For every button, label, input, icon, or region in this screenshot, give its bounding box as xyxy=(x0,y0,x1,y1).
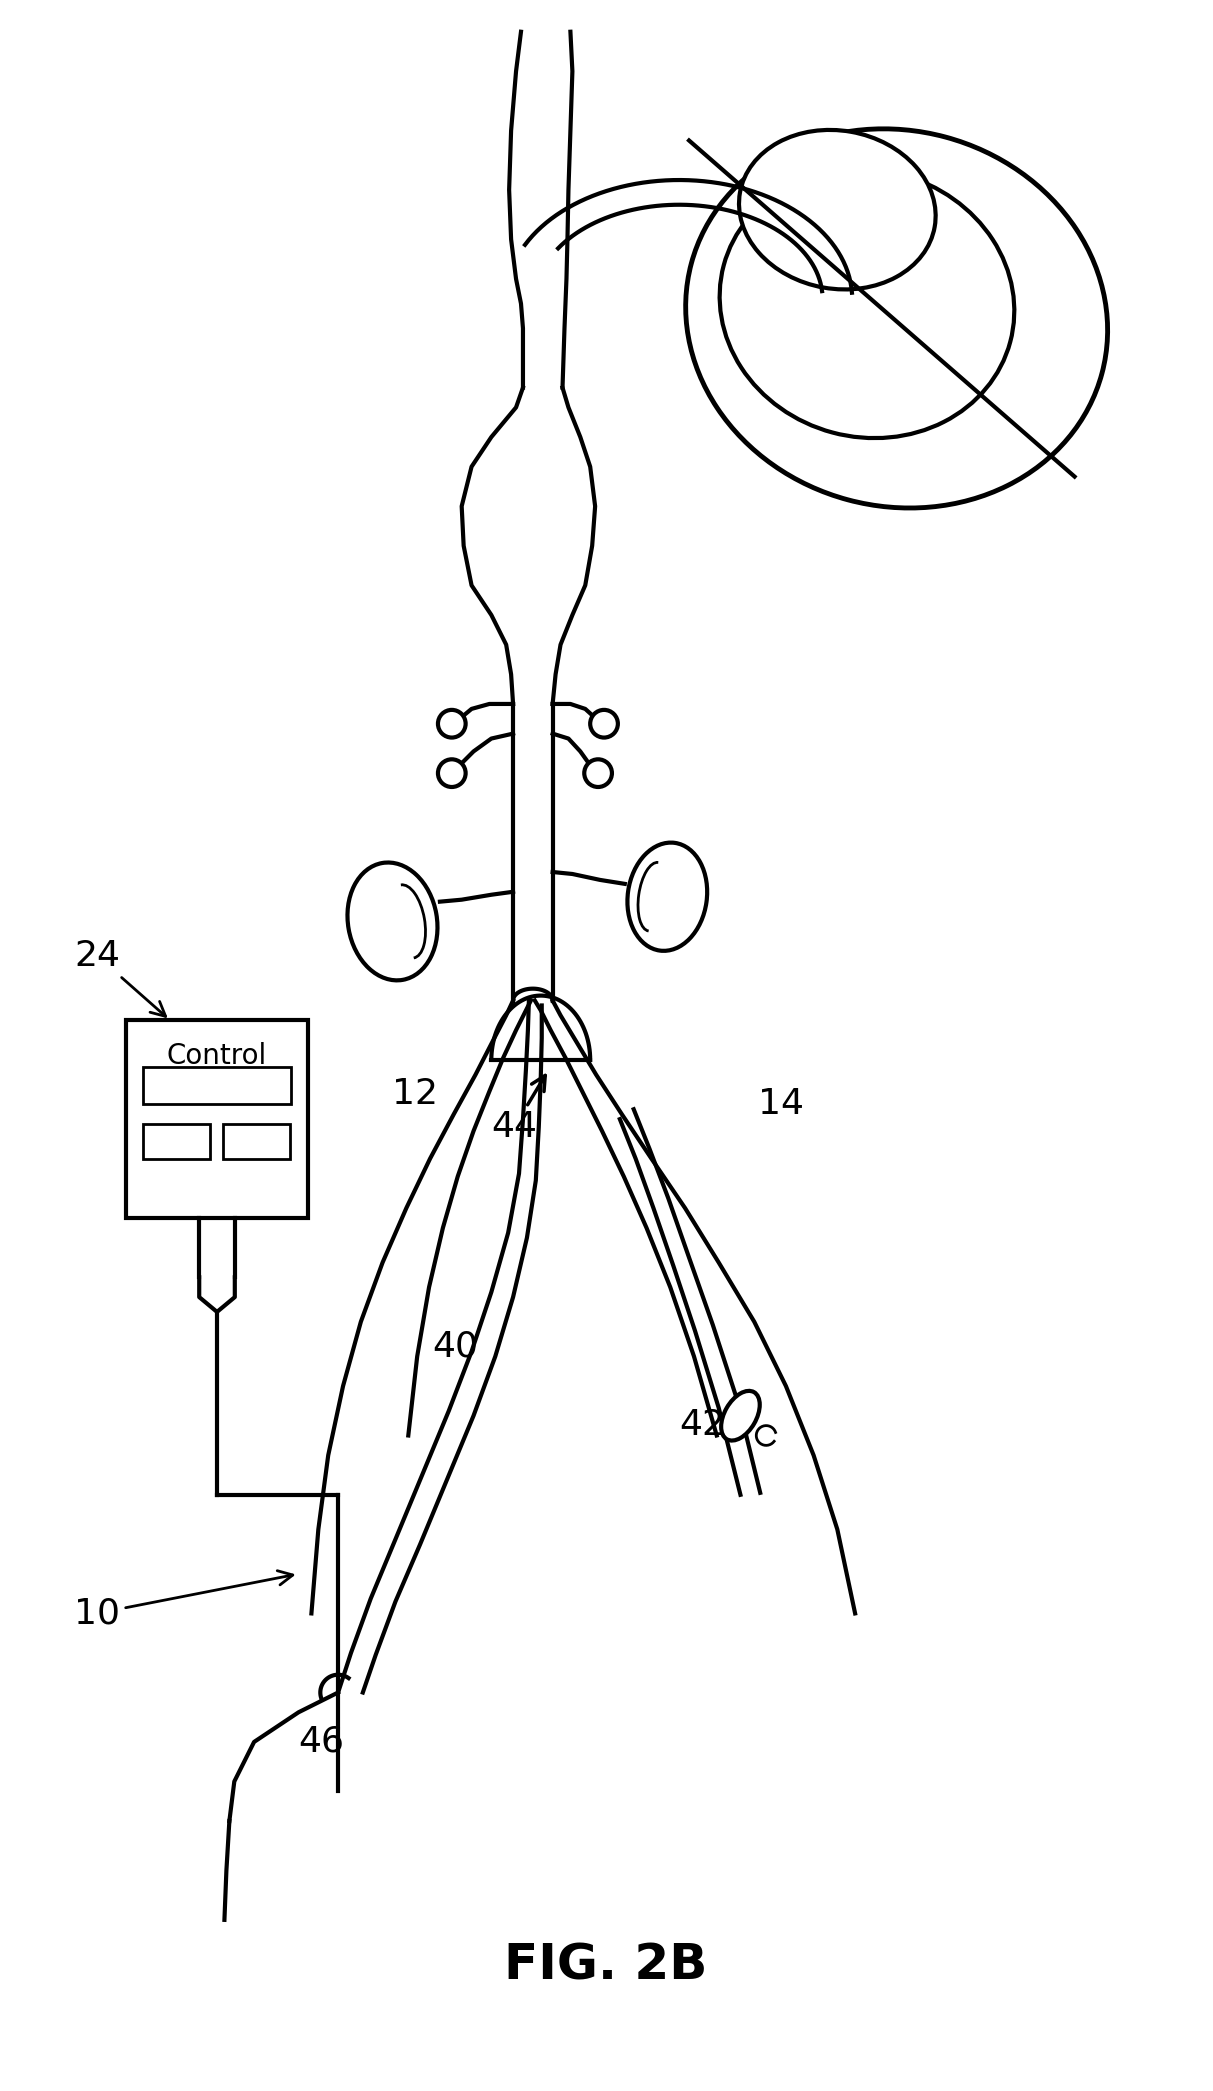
Text: 40: 40 xyxy=(432,1330,478,1363)
Text: 12: 12 xyxy=(393,1077,438,1110)
Text: 14: 14 xyxy=(758,1087,804,1121)
Text: FIG. 2B: FIG. 2B xyxy=(505,1940,707,1989)
Ellipse shape xyxy=(347,861,438,981)
Text: 42: 42 xyxy=(679,1409,725,1443)
Ellipse shape xyxy=(685,130,1107,508)
FancyBboxPatch shape xyxy=(126,1020,308,1217)
Ellipse shape xyxy=(739,130,935,289)
Circle shape xyxy=(438,759,466,786)
Text: 24: 24 xyxy=(74,939,166,1016)
Circle shape xyxy=(438,709,466,738)
Ellipse shape xyxy=(719,169,1014,439)
Text: 10: 10 xyxy=(74,1570,292,1631)
Circle shape xyxy=(591,709,617,738)
Text: 46: 46 xyxy=(298,1725,344,1759)
Circle shape xyxy=(585,759,611,786)
Ellipse shape xyxy=(722,1391,759,1441)
Text: Control: Control xyxy=(167,1041,267,1071)
Text: 44: 44 xyxy=(491,1075,545,1144)
Ellipse shape xyxy=(627,843,707,951)
